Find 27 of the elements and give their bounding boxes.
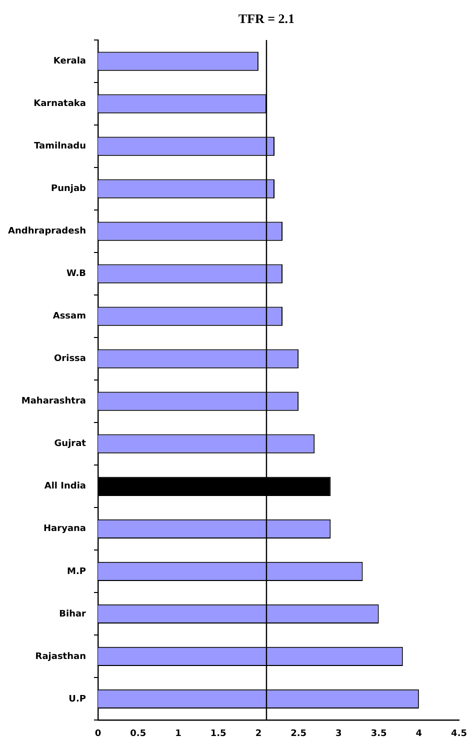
y-tick-label: Kerala	[53, 56, 86, 67]
y-tick-label: Rajasthan	[35, 652, 86, 662]
x-tick-label: 3.5	[370, 728, 387, 739]
x-tick-label: 3	[336, 728, 342, 739]
y-tick-label: Gujrat	[54, 439, 87, 450]
x-tick-label: 4	[416, 728, 422, 739]
y-tick-label: All India	[44, 482, 86, 492]
x-tick-label: 1	[175, 728, 182, 739]
x-tick-label: 0	[94, 728, 102, 739]
y-tick-label: Karnataka	[34, 99, 86, 110]
y-tick-label: Bihar	[59, 609, 87, 620]
y-tick-label: U.P	[68, 694, 86, 704]
y-tick-label: Andhrapradesh	[8, 226, 86, 237]
y-tick-label: Maharashtra	[21, 396, 86, 407]
y-tick-label: M.P	[67, 566, 86, 577]
x-tick-label: 1.5	[210, 728, 226, 739]
x-tick-label: 0.5	[130, 728, 146, 739]
x-tick-label: 2	[255, 728, 262, 739]
y-tick-label: Orissa	[54, 354, 86, 364]
y-tick-label: Punjab	[50, 184, 87, 194]
y-tick-label: W.B	[66, 269, 86, 280]
y-tick-label: Haryana	[44, 524, 86, 534]
ref-line-label: TFR = 2.1	[238, 10, 295, 26]
x-tick-label: 4.5	[451, 728, 468, 739]
x-tick-label: 2.5	[290, 728, 307, 739]
y-tick-label: Assam	[52, 312, 86, 322]
y-tick-label: Tamilnadu	[34, 142, 86, 152]
